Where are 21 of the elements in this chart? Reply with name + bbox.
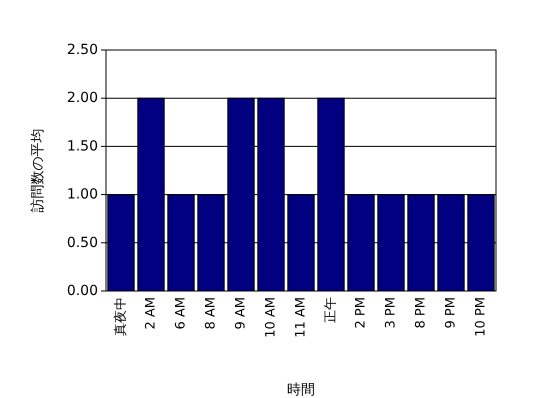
x-tick-label: 11 AM [294, 297, 308, 338]
x-tick-label: 9 PM [444, 297, 458, 328]
x-axis-title: 時間 [287, 382, 315, 398]
x-tick-label: 6 AM [174, 297, 188, 330]
y-tick-label: 1.00 [66, 186, 98, 203]
y-tick-label: 1.50 [66, 138, 98, 154]
x-tick-label: 8 AM [204, 297, 218, 330]
x-tick-label: 正午 [324, 297, 338, 323]
y-tick-label: 0.50 [66, 234, 98, 251]
x-tick-label: 真夜中 [112, 297, 128, 336]
x-tick-label: 8 PM [414, 297, 428, 328]
y-tick-label: 0.00 [66, 283, 98, 299]
x-tick-label: 10 AM [264, 297, 278, 338]
y-tick-label: 2.00 [66, 90, 98, 106]
x-tick-label: 2 PM [354, 297, 368, 328]
x-tick-label: 10 PM [474, 297, 488, 337]
x-tick-label: 2 AM [144, 297, 158, 330]
x-tick-label: 9 AM [234, 297, 248, 330]
y-axis-title: 訪問数の平均 [30, 128, 46, 212]
y-tick-label: 2.50 [66, 42, 98, 58]
x-tick-label: 3 PM [384, 297, 398, 328]
